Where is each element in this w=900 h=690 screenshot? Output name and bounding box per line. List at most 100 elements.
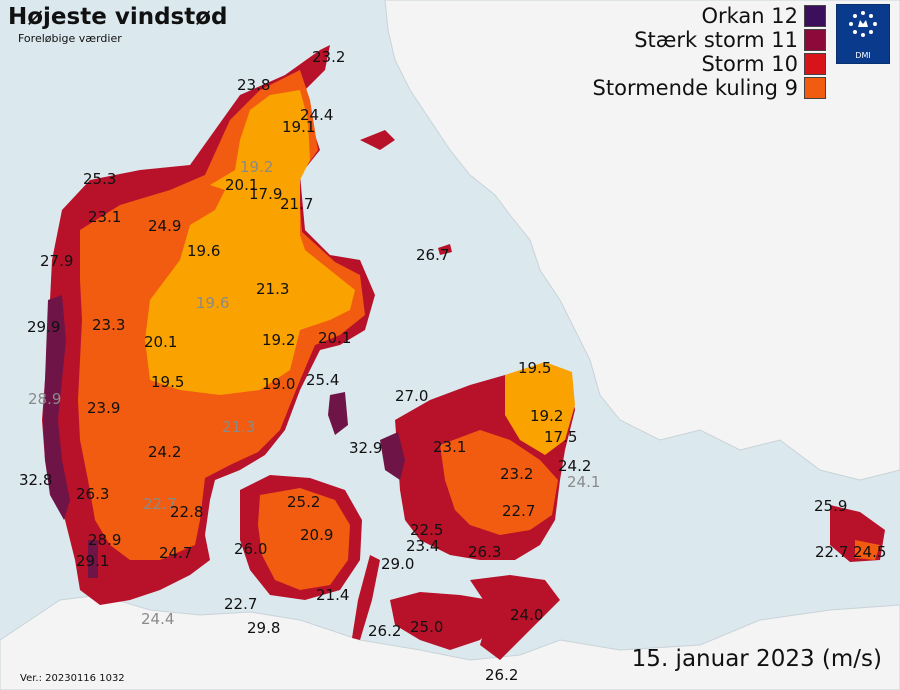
zealand-north-light bbox=[505, 362, 575, 455]
station-value-label: 20.1 bbox=[225, 176, 258, 194]
legend-item-stormende-kuling: Stormende kuling 9 bbox=[593, 76, 826, 100]
station-value-label: 20.1 bbox=[318, 329, 351, 347]
station-value-label: 22.8 bbox=[170, 503, 203, 521]
station-value-label: 32.8 bbox=[19, 471, 52, 489]
legend-swatch bbox=[804, 29, 826, 51]
station-value-label: 23.2 bbox=[312, 48, 345, 66]
station-value-label: 21.3 bbox=[222, 418, 255, 436]
station-value-label: 24.4 bbox=[141, 610, 174, 628]
station-value-label: 23.9 bbox=[87, 399, 120, 417]
station-value-label: 28.9 bbox=[88, 531, 121, 549]
station-value-label: 25.4 bbox=[306, 371, 339, 389]
legend-label: Stormende kuling 9 bbox=[592, 76, 798, 100]
station-value-label: 23.4 bbox=[406, 537, 439, 555]
station-value-label: 19.6 bbox=[196, 294, 229, 312]
station-value-label: 20.1 bbox=[144, 333, 177, 351]
dmi-logo-text: DMI bbox=[855, 51, 871, 60]
station-value-label: 24.0 bbox=[510, 606, 543, 624]
station-value-label: 23.1 bbox=[88, 208, 121, 226]
station-value-label: 21.4 bbox=[316, 586, 349, 604]
station-value-label: 22.7 bbox=[143, 495, 176, 513]
station-value-label: 17.9 bbox=[249, 185, 282, 203]
station-value-label: 19.5 bbox=[518, 359, 551, 377]
station-value-label: 22.5 bbox=[410, 521, 443, 539]
station-value-label: 19.6 bbox=[187, 242, 220, 260]
station-value-label: 27.9 bbox=[40, 252, 73, 270]
station-value-label: 26.3 bbox=[468, 543, 501, 561]
map-date: 15. januar 2023 (m/s) bbox=[631, 646, 882, 672]
station-value-label: 20.9 bbox=[300, 526, 333, 544]
station-values: 23.223.824.419.119.225.3 20.117.921.723.1… bbox=[19, 48, 886, 684]
station-value-label: 23.8 bbox=[237, 76, 270, 94]
station-value-label: 25.9 bbox=[814, 497, 847, 515]
station-value-label: 27.0 bbox=[395, 387, 428, 405]
station-value-label: 29.0 bbox=[381, 555, 414, 573]
station-value-label: 25.3 bbox=[83, 170, 116, 188]
station-value-label: 24.1 bbox=[567, 473, 600, 491]
station-value-label: 26.2 bbox=[485, 666, 518, 684]
station-value-label: 19.1 bbox=[282, 118, 315, 136]
station-value-label: 24.5 bbox=[853, 543, 886, 561]
dmi-logo: DMI bbox=[836, 4, 890, 64]
station-value-label: 24.7 bbox=[159, 544, 192, 562]
station-value-label: 21.7 bbox=[280, 195, 313, 213]
station-value-label: 24.2 bbox=[148, 443, 181, 461]
station-value-label: 26.7 bbox=[416, 246, 449, 264]
station-value-label: 19.0 bbox=[262, 375, 295, 393]
legend-swatch bbox=[804, 5, 826, 27]
station-value-label: 22.7 bbox=[815, 543, 848, 561]
station-value-label: 32.9 bbox=[349, 439, 382, 457]
legend-swatch bbox=[804, 77, 826, 99]
station-value-label: 28.9 bbox=[28, 390, 61, 408]
station-value-label: 23.2 bbox=[500, 465, 533, 483]
langeland-island bbox=[352, 555, 380, 640]
station-value-label: 23.3 bbox=[92, 316, 125, 334]
station-value-label: 29.1 bbox=[76, 552, 109, 570]
station-value-label: 24.4 bbox=[300, 106, 333, 124]
station-value-label: 17.5 bbox=[544, 428, 577, 446]
station-value-label: 26.0 bbox=[234, 540, 267, 558]
station-value-label: 19.5 bbox=[151, 373, 184, 391]
station-value-label: 29.8 bbox=[247, 619, 280, 637]
station-value-label: 24.2 bbox=[558, 457, 591, 475]
sweden-land bbox=[384, 0, 900, 481]
legend-item-storm: Storm 10 bbox=[593, 52, 826, 76]
station-value-label: 26.2 bbox=[368, 622, 401, 640]
station-value-label: 21.3 bbox=[256, 280, 289, 298]
station-value-label: 22.7 bbox=[224, 595, 257, 613]
version-label: Ver.: 20230116 1032 bbox=[20, 673, 125, 684]
legend-label: Orkan 12 bbox=[701, 4, 798, 28]
station-value-label: 22.7 bbox=[502, 502, 535, 520]
legend-item-orkan: Orkan 12 bbox=[593, 4, 826, 28]
map-title: Højeste vindstød bbox=[8, 4, 228, 30]
lolland-island bbox=[390, 592, 500, 650]
legend-label: Stærk storm 11 bbox=[634, 28, 798, 52]
samso-island bbox=[328, 392, 348, 435]
zealand-kuling-area bbox=[440, 430, 558, 535]
jutland-west-dark bbox=[43, 295, 70, 520]
legend-swatch bbox=[804, 53, 826, 75]
station-value-label: 19.2 bbox=[262, 331, 295, 349]
funen-kuling bbox=[258, 488, 350, 590]
falster-island bbox=[470, 575, 560, 660]
laeso-island bbox=[360, 130, 395, 150]
station-value-label: 29.9 bbox=[27, 318, 60, 336]
jutland-light bbox=[145, 90, 355, 395]
station-value-label: 19.2 bbox=[530, 407, 563, 425]
station-value-label: 25.0 bbox=[410, 618, 443, 636]
legend-item-staerk-storm: Stærk storm 11 bbox=[593, 28, 826, 52]
station-value-label: 24.9 bbox=[148, 217, 181, 235]
romo-island bbox=[88, 540, 98, 578]
crown-stars-icon bbox=[849, 11, 877, 37]
anholt-island bbox=[438, 244, 452, 255]
legend-label: Storm 10 bbox=[701, 52, 798, 76]
station-value-label: 25.2 bbox=[287, 493, 320, 511]
germany-land bbox=[0, 594, 900, 690]
zealand-west-dark bbox=[380, 432, 405, 480]
bornholm-kuling bbox=[855, 540, 880, 560]
station-value-label: 26.3 bbox=[76, 485, 109, 503]
legend: Orkan 12 Stærk storm 11 Storm 10 Stormen… bbox=[593, 4, 826, 100]
map-subtitle: Foreløbige værdier bbox=[18, 32, 122, 45]
